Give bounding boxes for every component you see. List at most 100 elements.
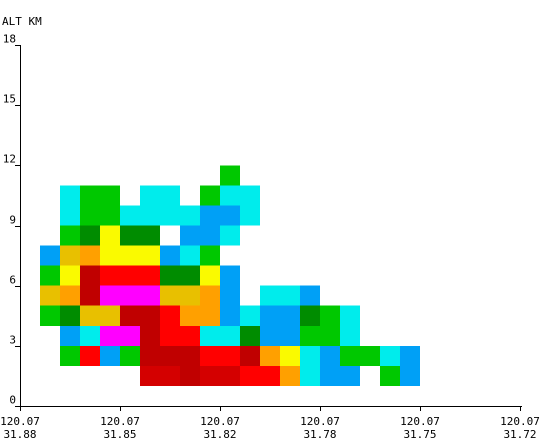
- heatmap-cell: [200, 246, 220, 266]
- heatmap-cell: [280, 366, 300, 386]
- heatmap-cell: [100, 185, 120, 205]
- y-axis-ticks: 0 3 6 9 12 15 18: [3, 33, 20, 407]
- heatmap-cell: [100, 286, 120, 306]
- heatmap-cell: [160, 346, 180, 366]
- x-tick-label-lon: 120.07: [300, 415, 340, 428]
- heatmap-cell: [120, 286, 140, 306]
- x-tick-label-lat: 31.82: [203, 428, 236, 440]
- heatmap-cell: [220, 366, 240, 386]
- heatmap-cell: [60, 326, 80, 346]
- heatmap-cell: [180, 366, 200, 386]
- heatmap-cell: [320, 346, 340, 366]
- heatmap-cell: [80, 185, 100, 205]
- heatmap-cell: [280, 306, 300, 326]
- heatmap-cell: [320, 326, 340, 346]
- heatmap-cell: [280, 326, 300, 346]
- y-tick-label: 3: [9, 334, 16, 347]
- heatmap-cell: [80, 286, 100, 306]
- heatmap-cell: [300, 326, 320, 346]
- heatmap-cell: [120, 326, 140, 346]
- x-tick-label-lon: 120.07: [200, 415, 240, 428]
- heatmap-cell: [120, 306, 140, 326]
- heatmap-cell: [60, 346, 80, 366]
- heatmap-cell: [60, 306, 80, 326]
- heatmap-cell: [200, 366, 220, 386]
- heatmap-cell: [100, 346, 120, 366]
- y-tick-label: 6: [9, 274, 16, 287]
- heatmap-cell: [80, 306, 100, 326]
- heatmap-cell: [340, 326, 360, 346]
- heatmap-cell: [40, 246, 60, 266]
- heatmap-cell: [180, 306, 200, 326]
- heatmap-cell: [200, 266, 220, 286]
- heatmap-cell: [140, 205, 160, 225]
- heatmap-cell: [100, 205, 120, 225]
- heatmap-cell: [220, 266, 240, 286]
- heatmap-cell: [220, 326, 240, 346]
- heatmap-cell: [140, 306, 160, 326]
- heatmap-cell: [380, 346, 400, 366]
- heatmap-cell: [60, 286, 80, 306]
- heatmap-cell: [120, 346, 140, 366]
- heatmap-cell: [400, 366, 420, 386]
- heatmap-cell: [200, 185, 220, 205]
- heatmap-cell: [80, 226, 100, 246]
- heatmap-cell: [360, 346, 380, 366]
- heatmap-cell: [220, 226, 240, 246]
- heatmap-cell: [400, 346, 420, 366]
- heatmap-cell: [300, 286, 320, 306]
- heatmap-cell: [180, 286, 200, 306]
- heatmap-cell: [200, 346, 220, 366]
- heatmap-cell: [380, 366, 400, 386]
- heatmap-cell: [220, 205, 240, 225]
- heatmap-cell: [180, 266, 200, 286]
- x-tick-label-lon: 120.07: [100, 415, 140, 428]
- heatmap-cell: [100, 306, 120, 326]
- heatmap-cell: [220, 185, 240, 205]
- x-tick-label-lat: 31.85: [103, 428, 136, 440]
- x-tick-label-lat: 31.75: [403, 428, 436, 440]
- heatmap-cell: [60, 246, 80, 266]
- heatmap-cell: [140, 185, 160, 205]
- x-tick-label-lon: 120.07: [400, 415, 440, 428]
- heatmap-cell: [120, 226, 140, 246]
- heatmap-cell: [240, 306, 260, 326]
- heatmap-cell: [220, 346, 240, 366]
- heatmap-cell: [120, 266, 140, 286]
- heatmap-cell: [40, 266, 60, 286]
- heatmap-cell: [200, 326, 220, 346]
- heatmap-cell: [260, 326, 280, 346]
- heatmap-cell: [220, 286, 240, 306]
- heatmap-cell: [280, 346, 300, 366]
- heatmap-cell: [160, 266, 180, 286]
- heatmap-cell: [320, 306, 340, 326]
- heatmap-cell: [160, 205, 180, 225]
- y-axis-label: ALT KM: [2, 15, 42, 28]
- heatmap-cell: [100, 246, 120, 266]
- heatmap-cell: [180, 326, 200, 346]
- heatmap-cell: [80, 326, 100, 346]
- heatmap-cell: [60, 226, 80, 246]
- heatmap-cell: [140, 346, 160, 366]
- heatmap-cell: [240, 346, 260, 366]
- heatmap-cells: [40, 165, 420, 386]
- heatmap-cell: [280, 286, 300, 306]
- y-tick-label: 15: [3, 93, 16, 106]
- x-tick-label-lon: 120.07: [500, 415, 540, 428]
- heatmap-cell: [340, 306, 360, 326]
- heatmap-cell: [80, 246, 100, 266]
- heatmap-cell: [340, 346, 360, 366]
- y-tick-label: 18: [3, 33, 16, 46]
- heatmap-cell: [300, 366, 320, 386]
- heatmap-cell: [80, 205, 100, 225]
- heatmap-cell: [160, 306, 180, 326]
- heatmap-cell: [140, 226, 160, 246]
- heatmap-cell: [140, 246, 160, 266]
- y-tick-label: 0: [9, 394, 16, 407]
- x-tick-label-lon: 120.07: [0, 415, 40, 428]
- heatmap-cell: [180, 246, 200, 266]
- heatmap-cell: [120, 246, 140, 266]
- heatmap-cell: [180, 205, 200, 225]
